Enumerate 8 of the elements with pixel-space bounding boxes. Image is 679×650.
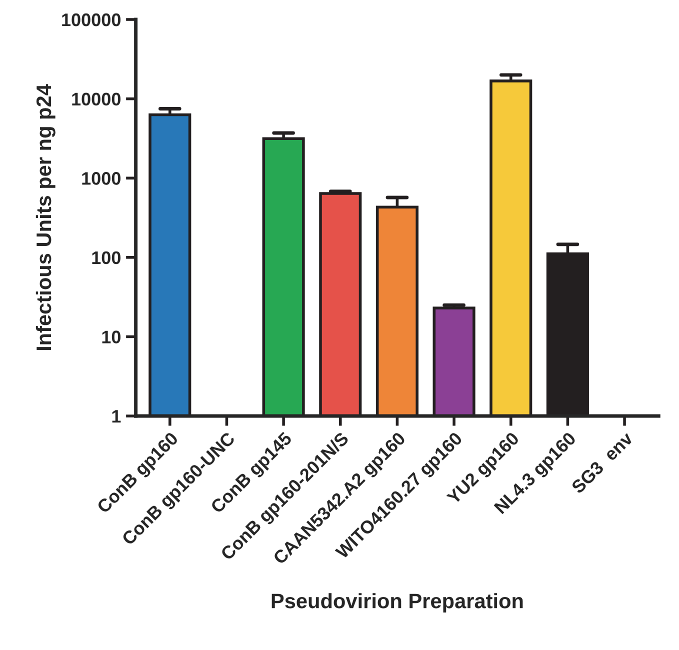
y-tick-label: 10	[102, 330, 120, 344]
y-tick-label: 1000	[82, 172, 120, 185]
y-tick-label: 100	[92, 251, 120, 264]
y-axis-title: Infectious Units per ng p24	[36, 84, 56, 350]
y-tick-label: 10000	[72, 92, 120, 106]
y-tick-label: 1	[112, 410, 121, 423]
y-tick-label: 100000	[62, 13, 120, 26]
x-axis-title: Pseudovirion Preparation	[272, 593, 523, 612]
